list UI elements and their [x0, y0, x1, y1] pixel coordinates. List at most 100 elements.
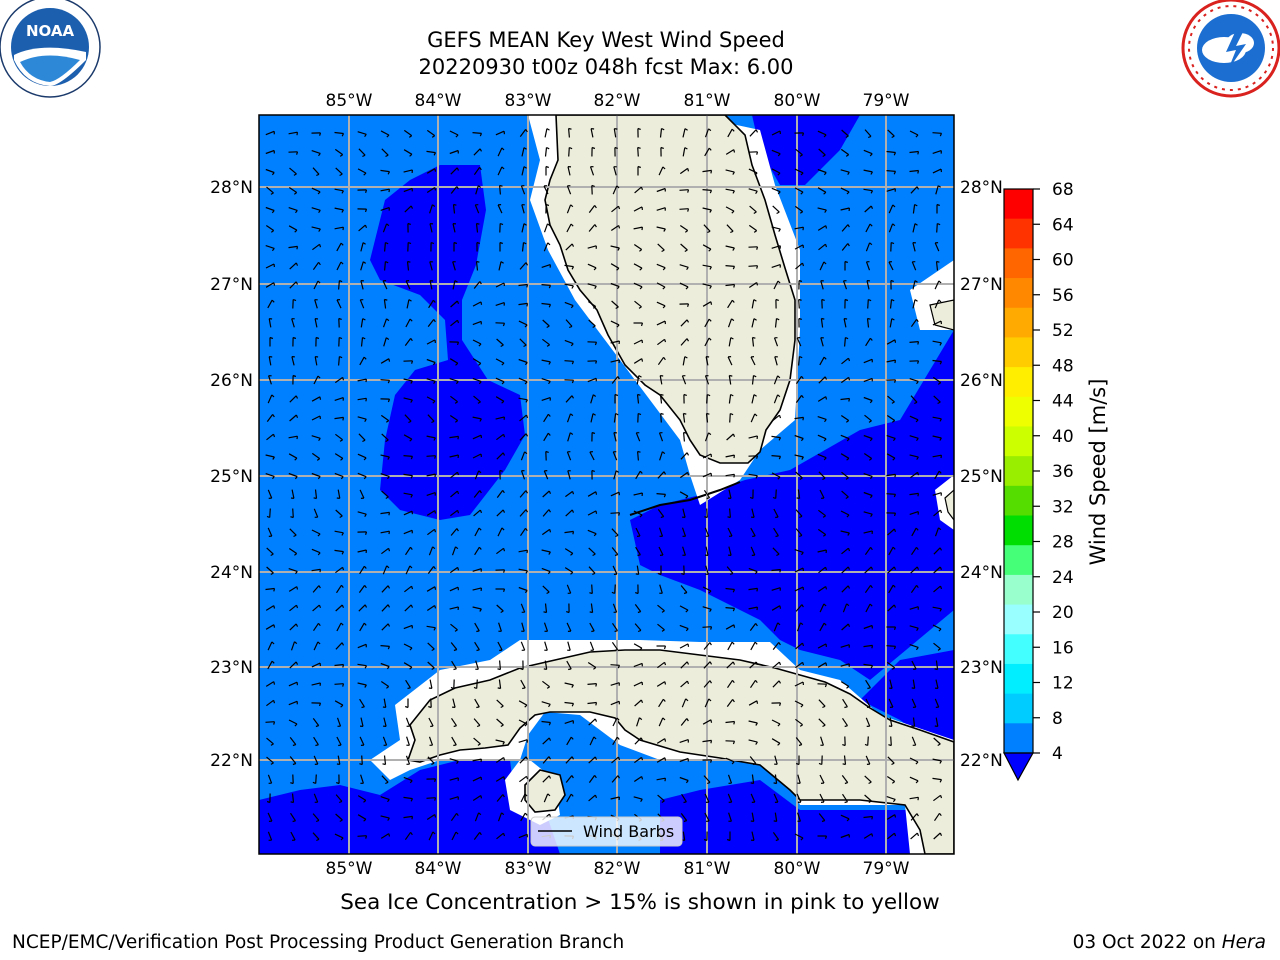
wind-barb [909, 341, 919, 343]
wind-barb-flag [453, 725, 457, 728]
wind-barb-flag [777, 172, 781, 176]
wind-barb [795, 604, 803, 612]
wind-barb-flag [917, 341, 920, 345]
wind-barb [935, 679, 939, 689]
lon-label: 83°W [505, 859, 552, 879]
wind-barb [472, 606, 482, 610]
wind-barb [541, 378, 551, 382]
wind-barb-flag [661, 629, 665, 632]
wind-barb-flag [386, 666, 390, 670]
wind-barb-flag [318, 604, 322, 609]
wind-barb [495, 739, 505, 743]
wind-barb-flag [592, 413, 596, 416]
wind-barb [659, 451, 663, 461]
wind-barb [266, 433, 274, 441]
wind-barb-flag [497, 668, 501, 671]
wind-barb [381, 547, 389, 555]
wind-barb-flag [822, 705, 826, 709]
wind-barb [680, 452, 688, 460]
wind-barb-flag [709, 642, 712, 646]
wind-barb [266, 756, 274, 764]
wind-barb [771, 168, 781, 174]
wind-barb-flag [938, 628, 942, 632]
wind-barb-flag [363, 622, 367, 626]
wind-barb-flag [754, 641, 758, 645]
wind-barb [541, 302, 551, 306]
wind-barb [405, 717, 411, 727]
wind-barb-flag [617, 247, 620, 251]
wind-barb [934, 470, 940, 480]
wind-barb-flag [871, 645, 874, 649]
wind-barb [748, 700, 758, 706]
wind-barb [450, 509, 458, 517]
wind-barb-flag [779, 702, 782, 706]
wind-barb [725, 206, 735, 212]
wind-barb-flag [778, 680, 782, 684]
wind-barb [334, 207, 344, 211]
wind-barb [288, 548, 298, 554]
wind-barb-flag [479, 490, 482, 494]
wind-barb-flag [756, 588, 759, 592]
wind-barb-flag [502, 452, 506, 456]
wind-barb-flag [799, 515, 803, 519]
wind-barb [359, 356, 365, 366]
wind-barb [679, 225, 689, 231]
wind-barb [312, 585, 320, 593]
colorbar-tick-label: 48 [1052, 356, 1074, 376]
wind-barb [382, 280, 388, 290]
wind-barb [772, 680, 780, 688]
wind-barb [427, 661, 435, 669]
colorbar-tick-label: 20 [1052, 603, 1074, 623]
wind-barb-flag [703, 838, 708, 842]
chart-subtitle: 20220930 t00z 048h fcst Max: 6.00 [418, 55, 794, 79]
wind-barb [610, 340, 620, 344]
wind-barb [541, 720, 551, 724]
wind-barb-flag [755, 190, 758, 195]
wind-barb [472, 568, 482, 572]
wind-barb-flag [707, 393, 711, 397]
wind-barb [633, 282, 643, 288]
wind-barb [864, 129, 872, 137]
wind-barb [426, 396, 436, 402]
wind-barb-flag [317, 476, 321, 480]
wind-barb-flag [818, 762, 823, 766]
wind-barb-flag [637, 127, 641, 130]
wind-barb [610, 282, 620, 288]
wind-barb [932, 359, 942, 363]
wind-barb [495, 130, 505, 136]
wind-barb [312, 832, 320, 840]
wind-barb [590, 603, 594, 613]
wind-barb [679, 757, 689, 763]
wind-barb [933, 395, 941, 403]
wind-barb-flag [869, 400, 873, 404]
wind-barb-flag [661, 249, 665, 253]
wind-barb [520, 812, 526, 822]
wind-barb [751, 337, 755, 347]
wind-barb [657, 471, 665, 479]
wind-barb [497, 204, 503, 214]
wind-barb [841, 471, 849, 479]
wind-barb [449, 415, 459, 421]
wind-barb [382, 736, 388, 746]
wind-barb [611, 547, 619, 555]
wind-barb [749, 756, 757, 764]
wind-barb-flag [637, 146, 641, 149]
wind-barb [543, 793, 549, 803]
wind-barb [771, 605, 781, 611]
colorbar-cell [1004, 278, 1033, 309]
wind-barb [334, 453, 344, 459]
wind-barb-flag [821, 317, 825, 320]
wind-barb-flag [266, 800, 271, 804]
wind-barb [589, 451, 595, 461]
wind-barb [932, 777, 942, 781]
wind-barb [403, 149, 413, 155]
wind-barb [587, 510, 597, 516]
wind-barb [706, 508, 708, 518]
wind-barb-flag [363, 799, 367, 803]
wind-barb-flag [706, 497, 710, 500]
wind-barb-flag [593, 736, 597, 740]
wind-barb-flag [640, 737, 644, 741]
wind-barb [840, 434, 850, 440]
wind-barb-flag [894, 339, 897, 343]
wind-barb-flag [456, 341, 460, 346]
